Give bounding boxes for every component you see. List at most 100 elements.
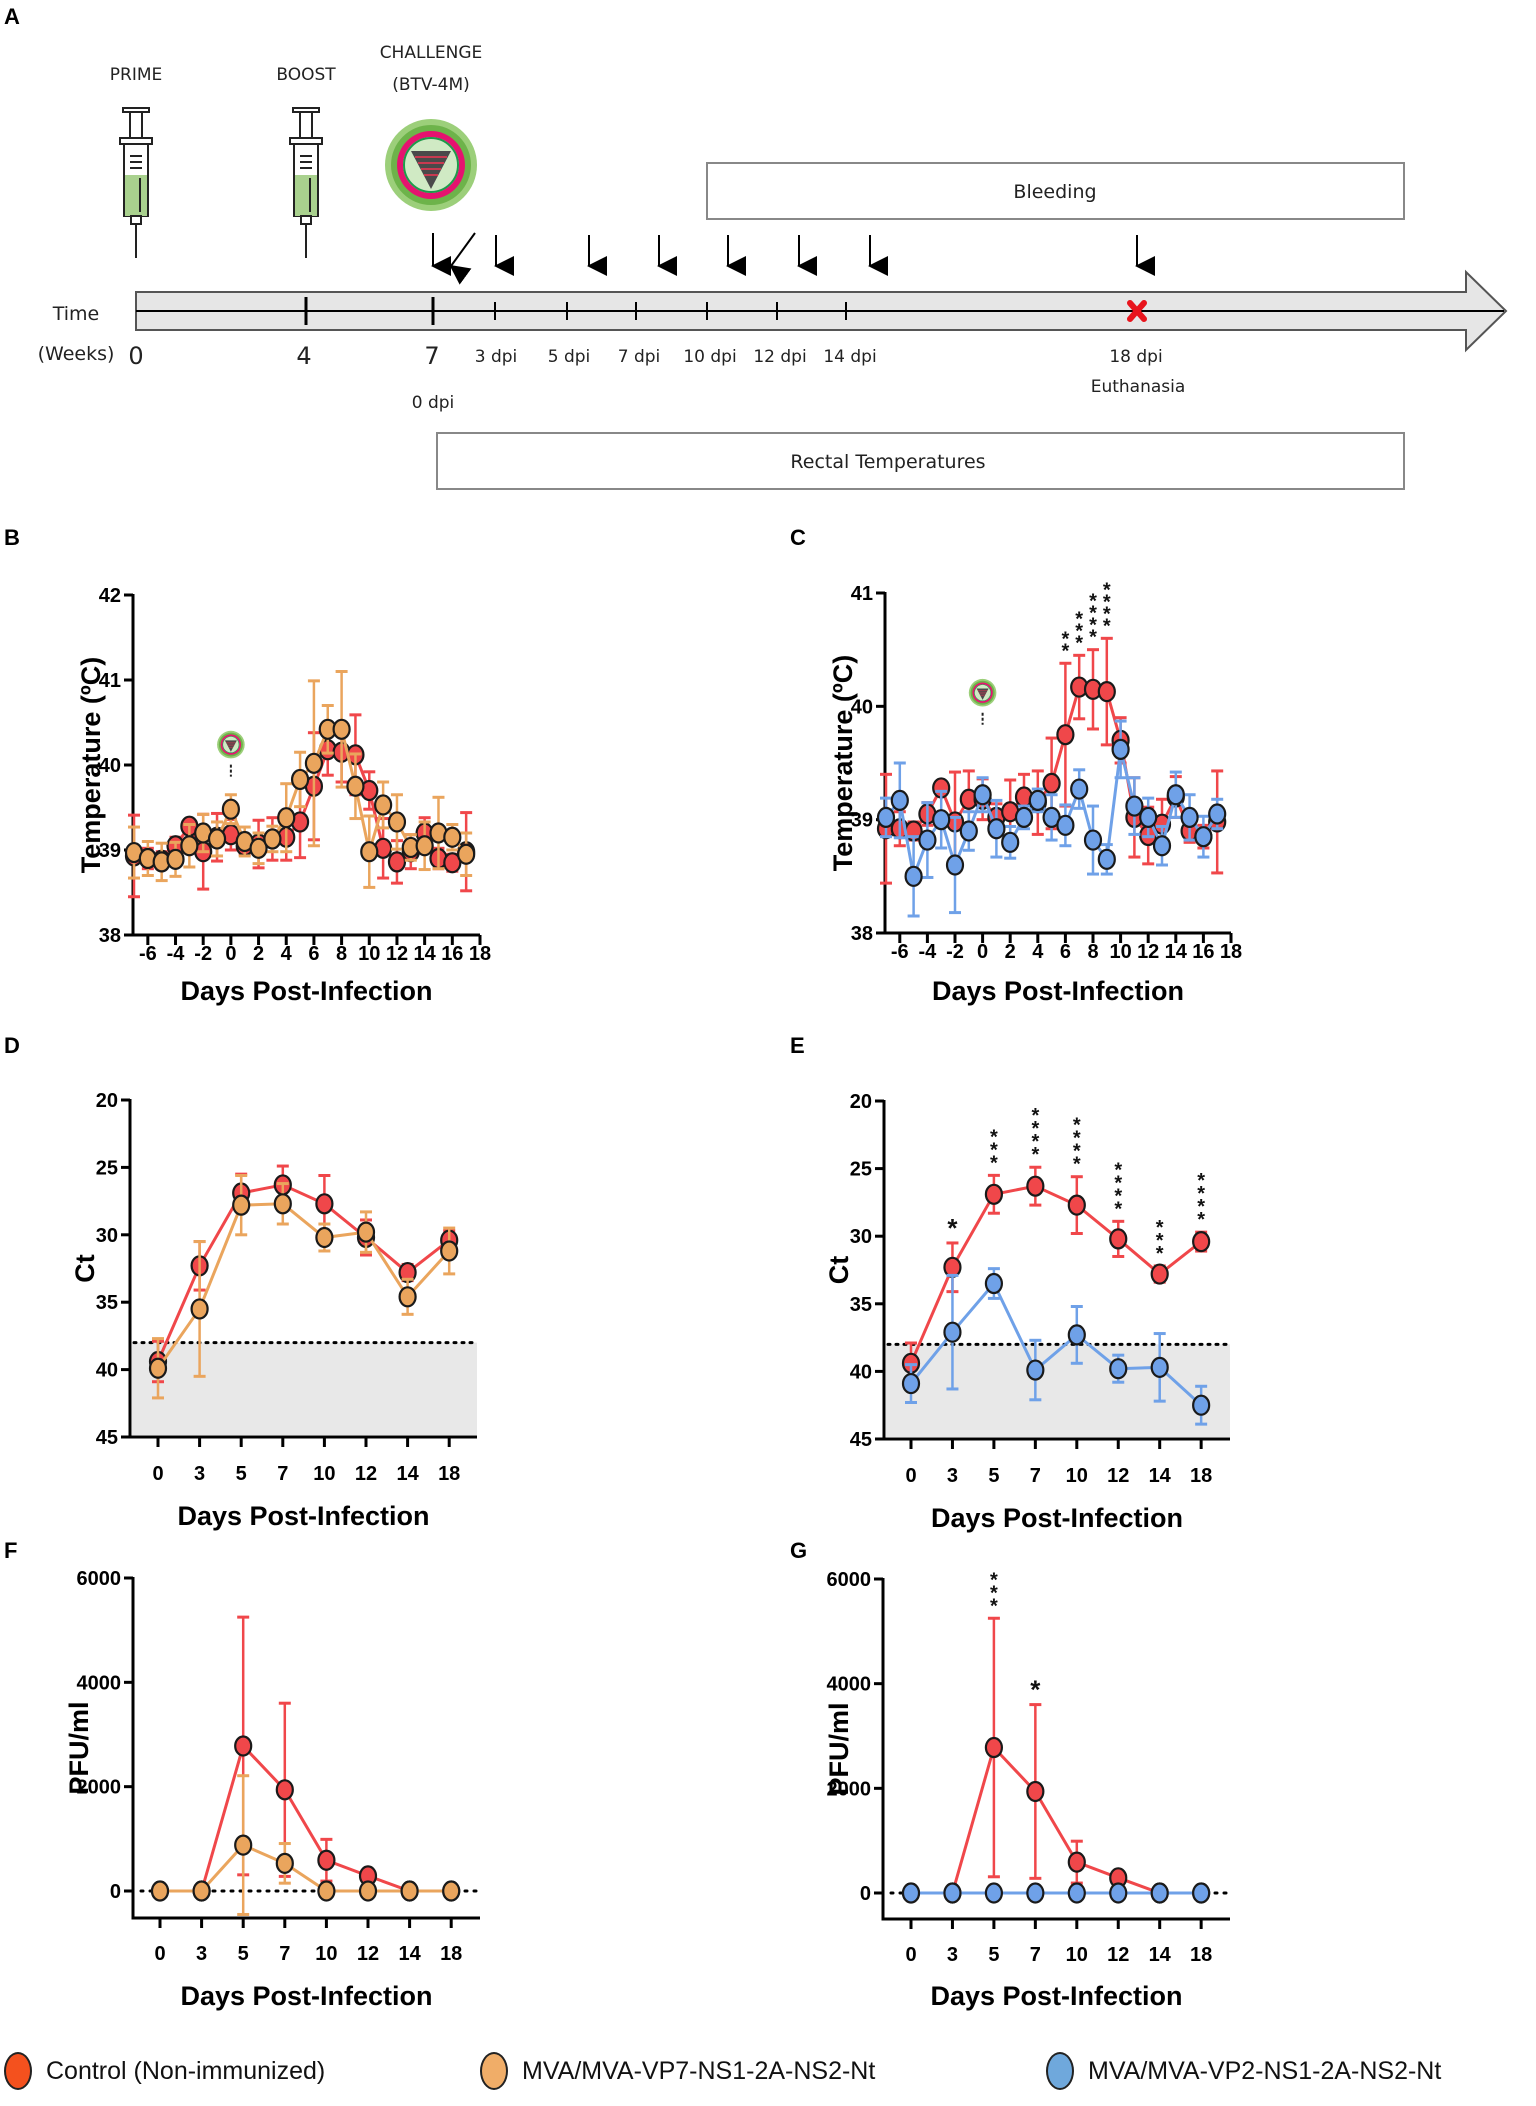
data-point	[984, 1272, 1004, 1295]
x-tick-label: 12	[1107, 1465, 1129, 1487]
significance-star: *	[1114, 1172, 1122, 1194]
data-point	[1192, 1882, 1211, 1904]
data-point	[918, 829, 937, 851]
y-tick-label: 40	[96, 1360, 118, 1382]
x-tick-label: 7	[1030, 1465, 1041, 1487]
data-point	[984, 1183, 1004, 1205]
data-point	[1152, 835, 1172, 857]
series-0	[150, 1615, 461, 1902]
data-point	[277, 807, 296, 829]
data-point	[346, 775, 365, 797]
data-point	[315, 1193, 334, 1215]
panel-label-a: A	[4, 4, 20, 29]
x-tick-label: 0	[905, 1944, 916, 1966]
x-tick-label: 10	[1066, 1944, 1088, 1966]
dpi-tick: 12 dpi	[753, 347, 806, 367]
y-tick-label: 45	[850, 1429, 872, 1451]
data-point	[358, 1880, 378, 1902]
significance-star: *	[1156, 1230, 1164, 1252]
x-tick-label: 10	[315, 1943, 337, 1965]
data-point	[1026, 1175, 1045, 1197]
data-point	[1125, 795, 1144, 817]
significance-star: *	[1114, 1185, 1122, 1207]
data-point	[1109, 1228, 1128, 1250]
significance-star: *	[1075, 620, 1083, 642]
data-point	[1109, 1882, 1128, 1904]
data-point	[1067, 1851, 1086, 1873]
significance-star: *	[1114, 1159, 1122, 1181]
data-point	[876, 806, 896, 829]
panel-label-b: B	[4, 525, 20, 550]
significance-star: *	[1114, 1198, 1122, 1220]
data-point	[315, 1226, 334, 1249]
y-axis-title: PFU/ml	[64, 1701, 94, 1794]
syringe-icon	[119, 107, 153, 259]
data-point	[1056, 724, 1075, 746]
data-point	[984, 1736, 1004, 1759]
significance-star: *	[1073, 1141, 1081, 1163]
x-tick-label: 10	[313, 1463, 335, 1485]
series-1	[901, 1267, 1211, 1426]
series-line	[911, 1744, 1202, 1895]
x-tick-label: 18	[1220, 941, 1242, 963]
legend-item-control: Control (Non-immunized)	[4, 2052, 325, 2090]
legend-label-vp2: MVA/MVA-VP2-NS1-2A-NS2-Nt	[1088, 2056, 1442, 2085]
x-tick-label: 8	[1087, 941, 1098, 963]
rectal-temperatures-box	[436, 432, 1405, 490]
y-tick-label: 25	[96, 1157, 118, 1179]
significance-star: *	[1103, 603, 1111, 625]
legend: Control (Non-immunized) MVA/MVA-VP7-NS1-…	[0, 2046, 1536, 2100]
series-line	[156, 1202, 451, 1370]
data-point	[1097, 680, 1116, 703]
legend-item-vp2: MVA/MVA-VP2-NS1-2A-NS2-Nt	[1046, 2052, 1441, 2090]
dpi-tick: 7 dpi	[618, 347, 661, 367]
x-tick-label: 12	[355, 1463, 377, 1485]
x-tick-label: 14	[414, 943, 437, 965]
legend-item-vp7: MVA/MVA-VP7-NS1-2A-NS2-Nt	[480, 2052, 875, 2090]
data-point	[190, 1298, 209, 1320]
x-axis-title: Days Post-Infection	[932, 976, 1184, 1006]
chart-b: 38 39 40 41 42 -6 -4 -2 0 2 4 6 8 10 12 14 16 18 Days Post…	[76, 585, 491, 1006]
x-tick-label: 14	[1149, 1465, 1172, 1487]
x-tick-label: 4	[281, 943, 293, 965]
x-tick-label: 3	[196, 1943, 207, 1965]
x-tick-label: 18	[1190, 1944, 1212, 1966]
significance-star: *	[990, 1582, 998, 1604]
y-axis-title: Ct	[70, 1254, 100, 1283]
data-point	[148, 1357, 168, 1379]
data-point	[1056, 814, 1075, 836]
significance-star: *	[1073, 1154, 1081, 1176]
sampling-arrows	[431, 232, 1155, 285]
significance-star: *	[1156, 1243, 1164, 1265]
data-point	[1014, 806, 1034, 829]
data-point	[932, 809, 951, 831]
x-tick-label: 10	[1109, 941, 1131, 963]
significance-star: *	[1103, 591, 1111, 613]
y-tick-label: 6000	[827, 1569, 872, 1591]
x-tick-label: 0	[154, 1943, 165, 1965]
challenge-strain-label: (BTV-4M)	[392, 75, 470, 95]
x-tick-label: 10	[1066, 1465, 1088, 1487]
data-point	[1192, 1231, 1211, 1253]
significance-star: *	[1073, 1128, 1081, 1150]
y-tick-label: 2000	[827, 1778, 872, 1800]
x-tick-label: 5	[236, 1463, 247, 1485]
data-point	[987, 818, 1006, 840]
y-axis-title: Ct	[824, 1256, 854, 1285]
data-point	[317, 1880, 336, 1902]
euthanasia-label: Euthanasia	[1091, 377, 1186, 397]
panel-label-e: E	[790, 1033, 805, 1058]
bleeding-box	[706, 162, 1405, 220]
syringe-icon	[289, 107, 323, 259]
y-tick-label: 4000	[827, 1674, 872, 1696]
data-point	[180, 835, 199, 857]
significance-star: *	[1089, 591, 1097, 613]
data-point	[360, 841, 379, 863]
x-tick-label: 12	[357, 1943, 379, 1965]
series-1	[150, 1774, 461, 1916]
y-tick-label: 20	[850, 1091, 872, 1113]
x-tick-label: -4	[167, 943, 186, 965]
significance-star: *	[990, 1595, 998, 1617]
data-point	[332, 718, 351, 740]
